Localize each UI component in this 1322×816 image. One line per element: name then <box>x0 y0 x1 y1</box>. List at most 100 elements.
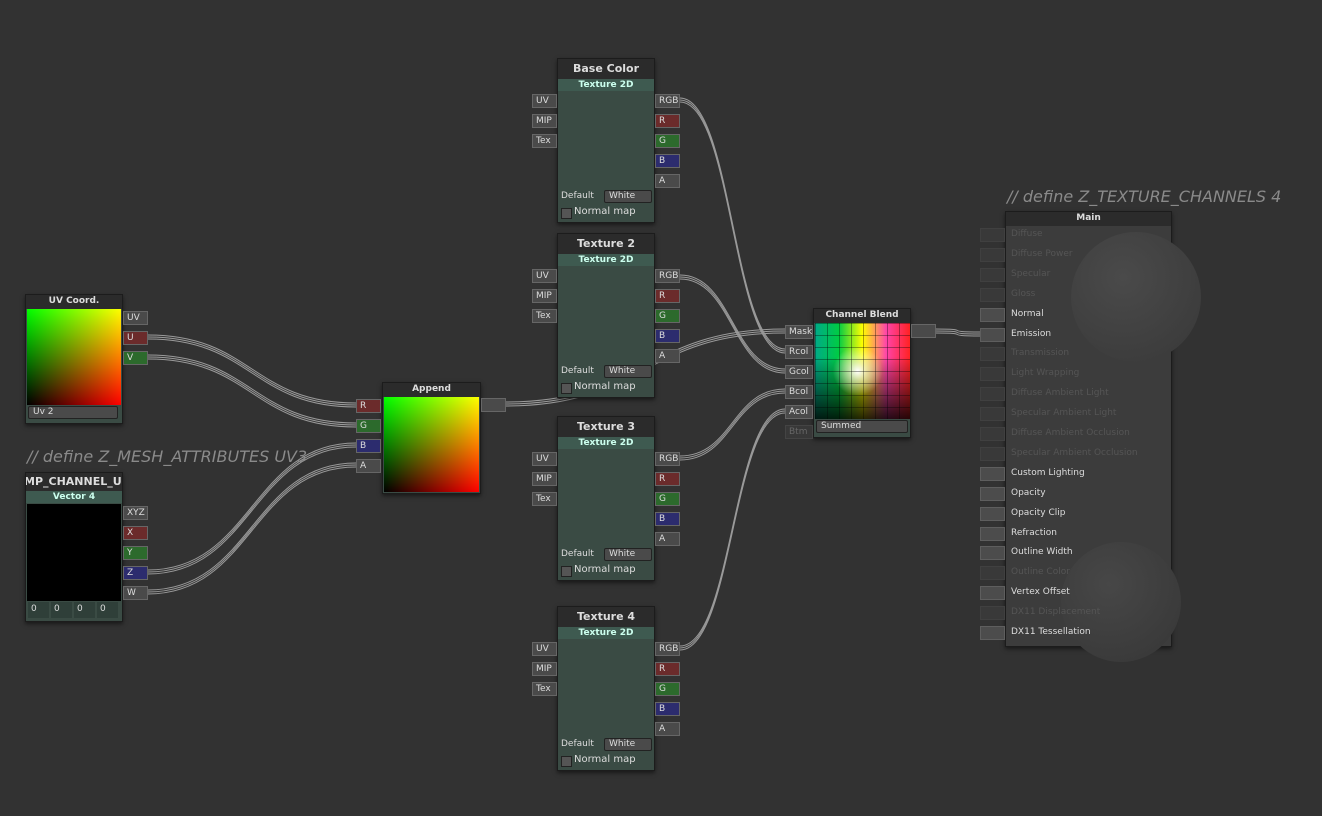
input-port[interactable]: Tex <box>532 309 557 323</box>
input-port[interactable] <box>980 606 1005 621</box>
input-port[interactable] <box>980 307 1005 322</box>
input-port[interactable] <box>980 367 1005 382</box>
input-port[interactable]: A <box>356 459 381 473</box>
input-port[interactable] <box>980 267 1005 282</box>
value-field[interactable]: 0 <box>28 602 49 618</box>
input-port[interactable]: Rcol <box>785 345 813 359</box>
checkbox[interactable] <box>561 383 572 394</box>
output-port[interactable]: A <box>655 532 680 546</box>
output-port[interactable]: B <box>655 329 680 343</box>
dropdown[interactable]: White <box>604 365 652 378</box>
input-port[interactable] <box>980 486 1005 501</box>
input-port[interactable] <box>980 466 1005 481</box>
output-port[interactable]: V <box>123 351 148 365</box>
output-port[interactable]: RGB <box>655 642 680 656</box>
value-field[interactable]: 0 <box>97 602 118 618</box>
input-port[interactable]: MIP <box>532 114 557 128</box>
input-port[interactable]: R <box>356 399 381 413</box>
texture-node[interactable]: Base Color Texture 2D Default White Normal m… <box>557 58 655 223</box>
value-field[interactable]: 0 <box>51 602 72 618</box>
dropdown[interactable]: Summed <box>816 420 908 433</box>
input-port[interactable]: MIP <box>532 289 557 303</box>
input-port[interactable] <box>980 586 1005 601</box>
input-port[interactable]: UV <box>532 94 557 108</box>
input-port[interactable]: G <box>356 419 381 433</box>
input-port[interactable] <box>980 287 1005 302</box>
input-port[interactable] <box>980 427 1005 441</box>
output-port[interactable]: U <box>123 331 148 345</box>
output-port[interactable]: A <box>655 349 680 363</box>
input-port[interactable] <box>980 247 1005 262</box>
input-port[interactable]: Bcol <box>785 385 813 399</box>
output-port[interactable]: Y <box>123 546 148 560</box>
output-port[interactable]: XYZ <box>123 506 148 520</box>
input-label: Opacity <box>1011 487 1046 498</box>
input-port[interactable] <box>980 347 1005 362</box>
input-port[interactable]: Mask <box>785 325 813 339</box>
input-label: Normal <box>1011 308 1044 319</box>
dropdown[interactable]: White <box>604 190 652 203</box>
output-port[interactable]: UV <box>123 311 148 325</box>
channel-blend-node[interactable]: Channel Blend Summed <box>813 308 911 438</box>
input-port[interactable] <box>980 506 1005 521</box>
input-port[interactable]: Acol <box>785 405 813 419</box>
input-port[interactable] <box>980 327 1005 342</box>
output-port[interactable]: G <box>655 134 680 148</box>
input-port[interactable]: UV <box>532 269 557 283</box>
texture-node[interactable]: Texture 4 Texture 2D Default White Normal ma… <box>557 606 655 771</box>
input-port[interactable]: MIP <box>532 472 557 486</box>
input-port[interactable] <box>980 228 1005 242</box>
input-port[interactable] <box>980 446 1005 461</box>
input-port[interactable]: UV <box>532 452 557 466</box>
input-port[interactable] <box>980 526 1005 541</box>
output-port[interactable] <box>911 324 936 338</box>
input-port[interactable] <box>980 626 1005 640</box>
input-port[interactable]: Btm <box>785 425 813 439</box>
output-port[interactable]: Z <box>123 566 148 580</box>
output-port[interactable]: R <box>655 289 680 303</box>
input-port[interactable] <box>980 546 1005 561</box>
output-port[interactable]: G <box>655 492 680 506</box>
input-port[interactable]: Gcol <box>785 365 813 379</box>
output-port[interactable]: W <box>123 586 148 600</box>
dropdown[interactable]: Uv 2 <box>28 406 118 419</box>
wire <box>679 278 786 374</box>
checkbox[interactable] <box>561 208 572 219</box>
input-port[interactable]: Tex <box>532 492 557 506</box>
input-port[interactable] <box>980 407 1005 422</box>
input-port[interactable] <box>980 566 1005 581</box>
value-field[interactable]: 0 <box>74 602 95 618</box>
output-port[interactable]: B <box>655 154 680 168</box>
output-port[interactable]: RGB <box>655 94 680 108</box>
input-port[interactable]: B <box>356 439 381 453</box>
input-port[interactable]: Tex <box>532 682 557 696</box>
input-label: Diffuse Ambient Light <box>1011 388 1109 399</box>
uv-coord-node[interactable]: UV Coord. Uv 2 <box>25 294 123 424</box>
dropdown[interactable]: White <box>604 738 652 751</box>
append-node[interactable]: Append <box>382 382 481 494</box>
output-port[interactable]: R <box>655 662 680 676</box>
output-port[interactable]: X <box>123 526 148 540</box>
input-port[interactable]: Tex <box>532 134 557 148</box>
output-port[interactable]: A <box>655 174 680 188</box>
texture-node[interactable]: Texture 3 Texture 2D Default White Normal ma… <box>557 416 655 581</box>
dropdown[interactable]: White <box>604 548 652 561</box>
output-port[interactable]: G <box>655 309 680 323</box>
output-port[interactable]: G <box>655 682 680 696</box>
checkbox[interactable] <box>561 756 572 767</box>
input-port[interactable]: MIP <box>532 662 557 676</box>
input-port[interactable]: UV <box>532 642 557 656</box>
output-port[interactable] <box>481 398 506 412</box>
main-node[interactable]: Main <box>1005 211 1201 662</box>
output-port[interactable]: R <box>655 114 680 128</box>
output-port[interactable]: B <box>655 512 680 526</box>
input-port[interactable] <box>980 387 1005 402</box>
output-port[interactable]: RGB <box>655 452 680 466</box>
output-port[interactable]: R <box>655 472 680 486</box>
output-port[interactable]: B <box>655 702 680 716</box>
output-port[interactable]: RGB <box>655 269 680 283</box>
output-port[interactable]: A <box>655 722 680 736</box>
texture-node[interactable]: Texture 2 Texture 2D Default White Normal ma… <box>557 233 655 398</box>
checkbox[interactable] <box>561 566 572 577</box>
